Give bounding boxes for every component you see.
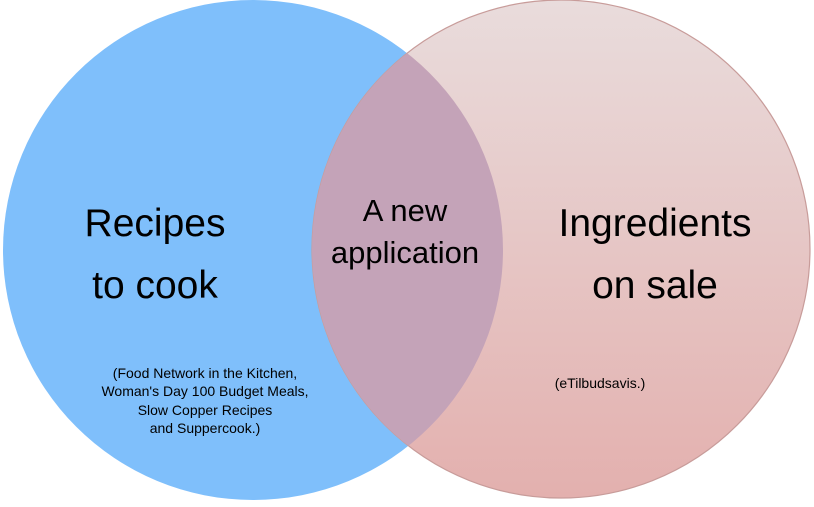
- right-circle-note: (eTilbudsavis.): [554, 375, 646, 391]
- right-circle-title: Ingredients on sale: [558, 202, 752, 308]
- left-circle-title: Recipes to cook: [84, 202, 226, 308]
- intersection-region: [312, 0, 503, 498]
- intersection-title: A new application: [330, 193, 480, 270]
- left-circle-note: (Food Network in the Kitchen, Woman's Da…: [101, 365, 309, 437]
